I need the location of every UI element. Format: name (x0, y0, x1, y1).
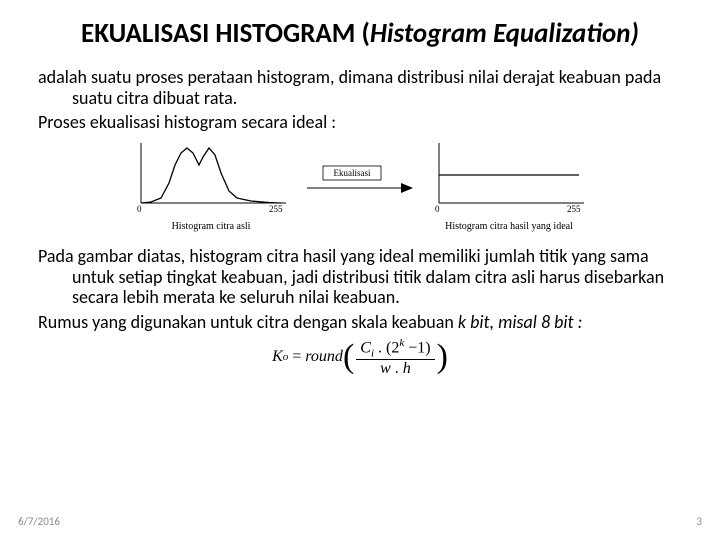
paragraph-3: Pada gambar diatas, histogram citra hasi… (38, 246, 682, 308)
den-w: w (380, 360, 391, 377)
footer: 6/7/2016 3 (18, 515, 702, 528)
original-histogram: 0 255 Histogram citra asli (131, 141, 291, 232)
arrow-label: Ekualisasi (334, 168, 371, 178)
dot2: . (391, 360, 403, 377)
ideal-histogram-svg: 0 255 (429, 141, 589, 213)
para4-b: k bit, misal 8 bit : (458, 311, 583, 333)
rparen-icon: ) (437, 343, 448, 370)
arrow-block: Ekualisasi (305, 164, 415, 209)
paragraph-2: Proses ekualisasi histogram secara ideal… (38, 112, 682, 133)
minus1: −1) (404, 339, 430, 356)
dot: . ( (374, 339, 391, 356)
right-caption: Histogram citra hasil yang ideal (429, 221, 589, 232)
round-fn: round (305, 348, 343, 366)
footer-date: 6/7/2016 (18, 515, 60, 528)
axis-max-r: 255 (567, 204, 581, 213)
slide-title: EKUALISASI HISTOGRAM (Histogram Equaliza… (38, 18, 682, 49)
para4-a: Rumus yang digunakan untuk citra dengan … (38, 311, 458, 333)
num-var: C (360, 339, 371, 356)
equals: = (288, 348, 305, 366)
axis-min: 0 (137, 204, 142, 213)
paragraph-4: Rumus yang digunakan untuk citra dengan … (38, 312, 682, 333)
axis-min-r: 0 (435, 204, 440, 213)
lparen-icon: ( (343, 343, 354, 370)
ideal-histogram: 0 255 Histogram citra hasil yang ideal (429, 141, 589, 232)
title-italic: Histogram Equalization) (370, 17, 639, 50)
formula: Ko = round ( Ci . (2k −1) w . h ) (38, 337, 682, 378)
paragraph-1: adalah suatu proses perataan histogram, … (38, 67, 682, 108)
axis-max: 255 (269, 204, 283, 213)
title-plain: EKUALISASI HISTOGRAM ( (81, 17, 370, 50)
left-caption: Histogram citra asli (131, 221, 291, 232)
arrow-svg: Ekualisasi (305, 164, 415, 204)
diagram-row: 0 255 Histogram citra asli Ekualisasi 0 … (38, 141, 682, 232)
footer-page: 3 (696, 515, 702, 528)
lhs-var: K (272, 348, 283, 366)
den-h: h (403, 360, 411, 377)
fraction: Ci . (2k −1) w . h (356, 337, 434, 378)
original-histogram-svg: 0 255 (131, 141, 291, 213)
